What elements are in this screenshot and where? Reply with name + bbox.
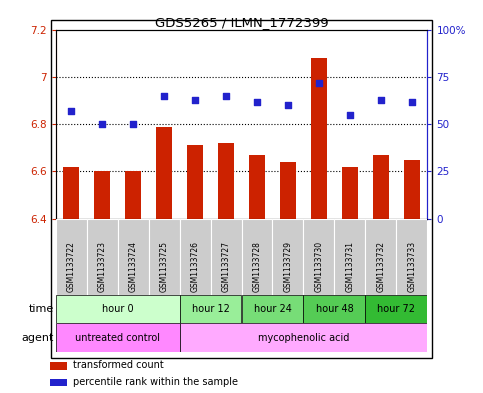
Bar [218,143,234,219]
Bar [50,362,67,370]
Bar [272,219,303,295]
Text: GSM1133723: GSM1133723 [98,241,107,292]
Bar [56,295,180,323]
Bar [303,295,366,323]
Text: GSM1133728: GSM1133728 [253,241,261,292]
Bar [280,162,296,219]
Text: GSM1133722: GSM1133722 [67,241,75,292]
Title: GDS5265 / ILMN_1772399: GDS5265 / ILMN_1772399 [155,16,328,29]
Point [346,112,354,118]
Text: agent: agent [22,332,54,343]
Point [253,98,261,105]
Bar [180,295,242,323]
Text: time: time [29,304,54,314]
Bar [366,219,397,295]
Bar [86,219,117,295]
Bar [311,58,327,219]
Bar [50,379,67,386]
Point [284,102,292,108]
Bar [397,219,427,295]
Text: percentile rank within the sample: percentile rank within the sample [72,377,238,387]
Text: hour 24: hour 24 [254,304,291,314]
Bar [56,219,86,295]
Bar [125,171,141,219]
Bar [149,219,180,295]
Bar [342,167,358,219]
Bar [187,145,203,219]
Bar [56,323,180,352]
Bar [242,219,272,295]
Point [377,97,385,103]
Point [315,79,323,86]
Text: untreated control: untreated control [75,332,160,343]
Bar [366,295,427,323]
Bar [117,219,149,295]
Point [222,93,230,99]
Bar [303,219,334,295]
Text: mycophenolic acid: mycophenolic acid [258,332,349,343]
Bar [242,295,303,323]
Bar [180,219,211,295]
Point [67,108,75,114]
Bar [63,167,79,219]
Bar [180,323,427,352]
Text: hour 72: hour 72 [377,304,415,314]
Text: GSM1133727: GSM1133727 [222,241,230,292]
Point [408,98,416,105]
Bar [51,20,432,358]
Text: GSM1133729: GSM1133729 [284,241,293,292]
Text: hour 0: hour 0 [102,304,133,314]
Bar [211,219,242,295]
Text: GSM1133732: GSM1133732 [376,241,385,292]
Bar [334,219,366,295]
Text: GSM1133730: GSM1133730 [314,241,324,292]
Bar [373,155,389,219]
Point [98,121,106,127]
Point [191,97,199,103]
Text: GSM1133733: GSM1133733 [408,241,416,292]
Text: hour 12: hour 12 [192,304,229,314]
Bar [404,160,420,219]
Text: hour 48: hour 48 [315,304,354,314]
Point [160,93,168,99]
Text: GSM1133731: GSM1133731 [345,241,355,292]
Text: transformed count: transformed count [72,360,163,370]
Bar [94,171,110,219]
Point [129,121,137,127]
Bar [249,155,265,219]
Text: GSM1133724: GSM1133724 [128,241,138,292]
Text: GSM1133725: GSM1133725 [159,241,169,292]
Text: GSM1133726: GSM1133726 [190,241,199,292]
Bar [156,127,172,219]
